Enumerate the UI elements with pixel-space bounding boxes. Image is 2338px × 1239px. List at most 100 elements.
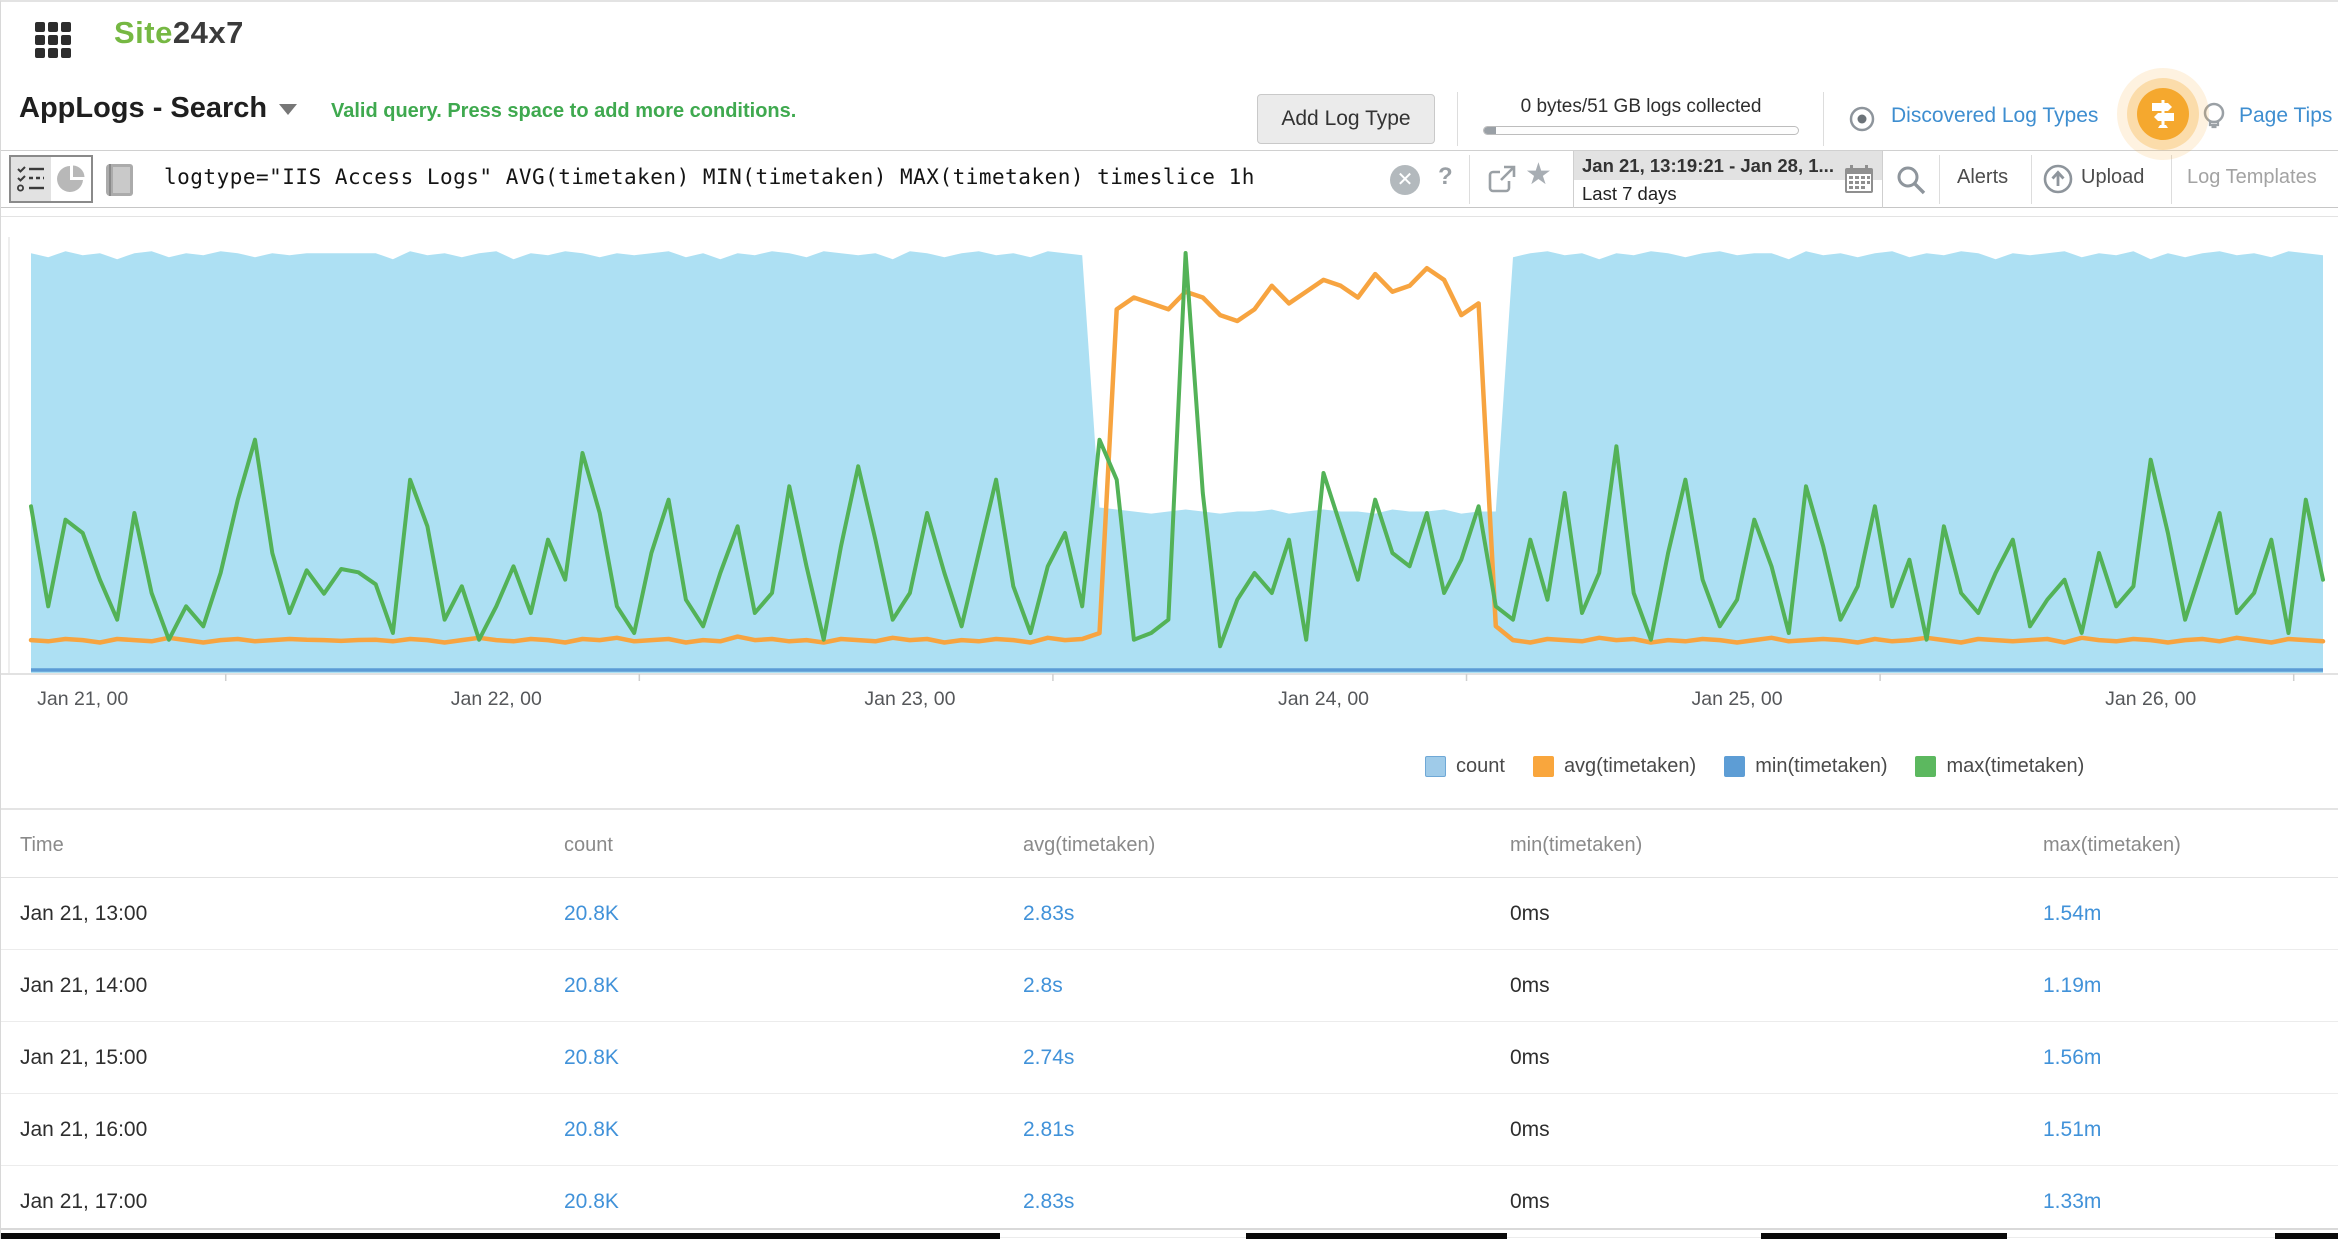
cell-time: Jan 21, 16:00 xyxy=(20,1117,148,1141)
favorite-star-icon[interactable]: ★ xyxy=(1525,158,1552,191)
table-row: Jan 21, 14:00 20.8K 2.8s 0ms 1.19m xyxy=(1,950,2338,1022)
cell-max-link[interactable]: 1.19m xyxy=(2043,973,2102,997)
app-grid-icon[interactable] xyxy=(35,22,75,60)
alerts-button[interactable]: Alerts xyxy=(1957,166,2009,188)
query-separator xyxy=(2171,155,2172,204)
legend-item-min-timetaken-[interactable]: min(timetaken) xyxy=(1724,755,1887,778)
legend-swatch xyxy=(1915,756,1937,777)
cell-count-link[interactable]: 20.8K xyxy=(564,1189,619,1213)
lightbulb-icon xyxy=(2199,100,2229,141)
column-header-count[interactable]: count xyxy=(564,834,613,856)
cell-count-link[interactable]: 20.8K xyxy=(564,1045,619,1069)
query-separator xyxy=(2031,155,2032,204)
legend-item-avg-timetaken-[interactable]: avg(timetaken) xyxy=(1532,755,1696,778)
site24x7-logo[interactable]: Site24x7 xyxy=(114,15,244,51)
cell-time: Jan 21, 17:00 xyxy=(20,1189,148,1213)
column-header-max-timetaken-[interactable]: max(timetaken) xyxy=(2043,834,2181,856)
page-title[interactable]: AppLogs - Search xyxy=(19,92,298,125)
cell-avg-link[interactable]: 2.74s xyxy=(1023,1045,1075,1069)
query-separator xyxy=(1939,155,1940,204)
series-avg-line xyxy=(28,265,2326,645)
cell-min: 0ms xyxy=(1510,1117,1550,1141)
column-header-min-timetaken-[interactable]: min(timetaken) xyxy=(1510,834,1643,856)
cell-min: 0ms xyxy=(1510,1045,1550,1069)
logs-usage-text: 0 bytes/51 GB logs collected xyxy=(1520,96,1762,117)
toolbar: AppLogs - Search Valid query. Press spac… xyxy=(1,70,2338,150)
page-tips-link[interactable]: Page Tips xyxy=(2239,104,2333,127)
search-query-input[interactable] xyxy=(164,165,1379,189)
toolbar-separator xyxy=(1457,92,1458,146)
cell-avg-link[interactable]: 2.81s xyxy=(1023,1117,1075,1141)
date-range-value: Jan 21, 13:19:21 - Jan 28, 1... xyxy=(1574,151,1882,180)
date-range-preset: Last 7 days xyxy=(1582,183,1677,204)
cell-count-link[interactable]: 20.8K xyxy=(564,901,619,925)
clipped-content-bar xyxy=(2275,1233,2338,1239)
clipped-content-bar xyxy=(1,1233,1000,1239)
top-bar: Site24x7 xyxy=(1,2,2338,70)
cell-max-link[interactable]: 1.51m xyxy=(2043,1117,2102,1141)
results-table: Time count avg(timetaken) min(timetaken) max… xyxy=(1,814,2338,1238)
column-header-avg-timetaken-[interactable]: avg(timetaken) xyxy=(1023,834,1156,856)
query-help-icon[interactable]: ? xyxy=(1438,163,1453,190)
chart-legend: count avg(timetaken) min(timetaken) max(tim… xyxy=(1425,755,2084,778)
x-axis-label: Jan 23, 00 xyxy=(864,688,955,710)
saved-searches-book-icon[interactable] xyxy=(104,160,138,205)
cell-time: Jan 21, 15:00 xyxy=(20,1045,148,1069)
pie-chart-icon xyxy=(57,165,85,192)
clipped-content-bar xyxy=(1761,1233,2007,1239)
table-row: Jan 21, 13:00 20.8K 2.83s 0ms 1.54m xyxy=(1,878,2338,950)
cell-count-link[interactable]: 20.8K xyxy=(564,1117,619,1141)
cell-min: 0ms xyxy=(1510,901,1550,925)
upload-icon[interactable] xyxy=(2043,164,2073,199)
upload-button[interactable]: Upload xyxy=(2081,166,2145,188)
cell-avg-link[interactable]: 2.83s xyxy=(1023,1189,1075,1213)
cell-max-link[interactable]: 1.56m xyxy=(2043,1045,2102,1069)
timeseries-chart[interactable]: Jan 21, 00 Jan 22, 00 Jan 23, 00 Jan 24, 00… xyxy=(1,217,2338,717)
discovered-log-types-link[interactable]: Discovered Log Types xyxy=(1891,104,2099,127)
toolbar-separator xyxy=(1823,92,1824,146)
calendar-icon xyxy=(1844,164,1874,199)
table-row: Jan 21, 15:00 20.8K 2.74s 0ms 1.56m xyxy=(1,1022,2338,1094)
result-view-toggle xyxy=(9,155,93,203)
cell-max-link[interactable]: 1.33m xyxy=(2043,1189,2102,1213)
clipped-content-bar xyxy=(1246,1233,1507,1239)
chart-panel: Jan 21, 00 Jan 22, 00 Jan 23, 00 Jan 24, 00… xyxy=(1,216,2338,756)
bottom-divider xyxy=(1,1228,2338,1230)
cell-time: Jan 21, 14:00 xyxy=(20,973,148,997)
legend-item-count[interactable]: count xyxy=(1425,755,1505,778)
log-templates-button[interactable]: Log Templates xyxy=(2187,166,2317,188)
x-axis-label: Jan 24, 00 xyxy=(1278,688,1369,710)
cell-count-link[interactable]: 20.8K xyxy=(564,973,619,997)
cell-min: 0ms xyxy=(1510,1189,1550,1213)
chart-view-button[interactable] xyxy=(51,157,91,201)
legend-label: min(timetaken) xyxy=(1755,755,1888,777)
table-row: Jan 21, 17:00 20.8K 2.83s 0ms 1.33m xyxy=(1,1166,2338,1238)
share-export-icon[interactable] xyxy=(1487,164,1517,199)
clear-query-icon[interactable]: ✕ xyxy=(1390,165,1420,195)
chevron-down-icon xyxy=(279,103,298,115)
table-body: Jan 21, 13:00 20.8K 2.83s 0ms 1.54m Jan 21, 1… xyxy=(1,878,2338,1238)
search-icon[interactable] xyxy=(1895,164,1927,201)
section-divider xyxy=(1,808,2338,810)
legend-swatch xyxy=(1724,756,1746,777)
column-header-Time[interactable]: Time xyxy=(20,834,64,856)
logs-usage-progress-fill xyxy=(1484,127,1496,134)
cell-avg-link[interactable]: 2.8s xyxy=(1023,973,1063,997)
series-count-area xyxy=(31,251,2323,673)
legend-item-max-timetaken-[interactable]: max(timetaken) xyxy=(1915,755,2084,778)
legend-swatch xyxy=(1532,756,1554,777)
query-bar: ✕ ? ★ Jan 21, 13:19:21 - Jan 28, 1... La… xyxy=(1,150,2338,208)
add-log-type-button[interactable]: Add Log Type xyxy=(1257,94,1435,144)
x-axis-label: Jan 26, 00 xyxy=(2105,688,2196,710)
logs-usage-progressbar xyxy=(1483,126,1799,135)
guided-tour-signpost-icon[interactable] xyxy=(2137,88,2189,140)
list-view-button[interactable] xyxy=(11,157,51,201)
cell-min: 0ms xyxy=(1510,973,1550,997)
query-separator xyxy=(1469,155,1470,204)
date-range-picker[interactable]: Jan 21, 13:19:21 - Jan 28, 1... Last 7 d… xyxy=(1573,151,1883,208)
table-header-row: Time count avg(timetaken) min(timetaken) max… xyxy=(1,814,2338,878)
cell-max-link[interactable]: 1.54m xyxy=(2043,901,2102,925)
table-row: Jan 21, 16:00 20.8K 2.81s 0ms 1.51m xyxy=(1,1094,2338,1166)
cell-avg-link[interactable]: 2.83s xyxy=(1023,901,1075,925)
